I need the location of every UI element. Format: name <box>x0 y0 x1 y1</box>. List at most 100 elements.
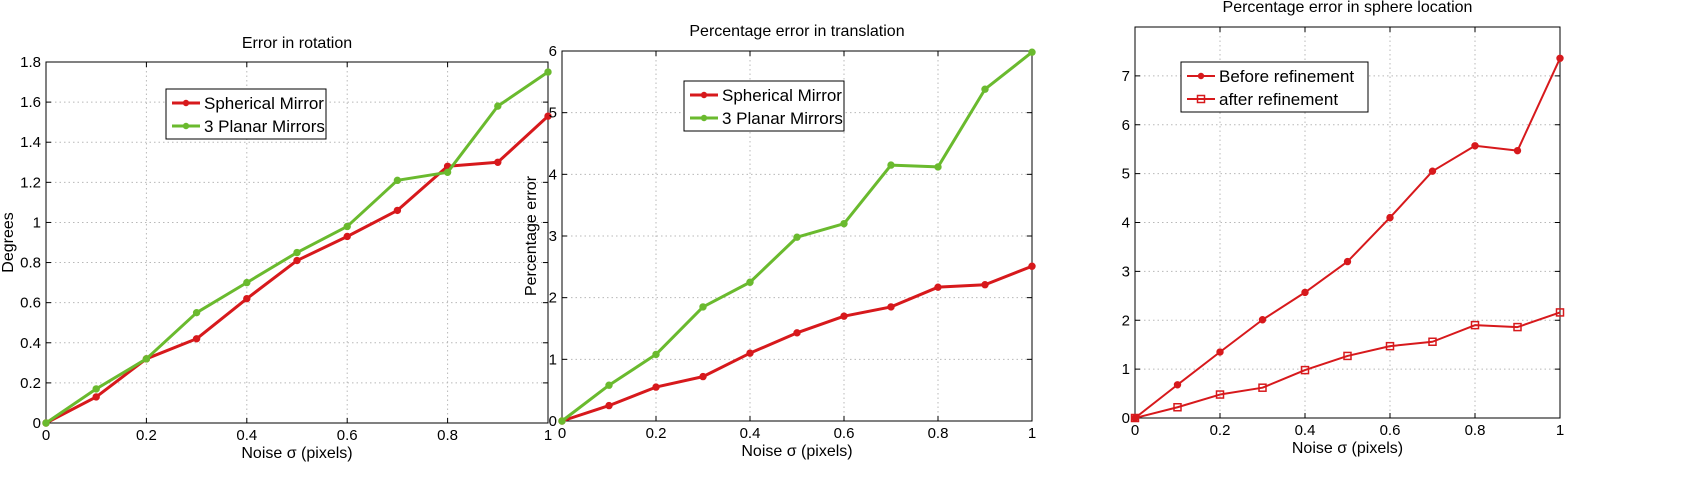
data-point <box>494 102 502 110</box>
legend-box <box>165 88 327 140</box>
chart-title: Percentage error in sphere location <box>1223 0 1473 16</box>
series-1 <box>558 48 1036 425</box>
x-tick-label: 0.6 <box>337 427 358 444</box>
y-tick-label: 0 <box>1122 410 1130 427</box>
data-point <box>1215 390 1225 399</box>
legend-box <box>683 80 845 132</box>
legend-box <box>1180 61 1369 113</box>
y-tick-label: 7 <box>1122 68 1130 85</box>
x-tick-label: 0.2 <box>646 425 667 442</box>
data-point <box>1301 288 1309 297</box>
data-point <box>1471 142 1479 150</box>
data-point <box>1343 351 1352 361</box>
series-1 <box>42 68 552 427</box>
data-point <box>1428 337 1437 347</box>
data-point <box>1130 413 1140 423</box>
y-tick-label: 6 <box>549 43 557 60</box>
data-point <box>840 219 848 228</box>
x-tick-label: 1 <box>544 427 552 444</box>
y-tick-label: 3 <box>549 228 557 245</box>
data-point <box>243 294 251 303</box>
data-point <box>1300 365 1310 375</box>
data-point <box>92 393 100 401</box>
data-point <box>243 278 251 287</box>
data-point <box>1216 348 1224 356</box>
data-point <box>293 248 301 257</box>
plot-frame <box>45 61 549 424</box>
x-tick-label: 0.8 <box>1465 422 1486 439</box>
data-point <box>192 308 201 317</box>
y-tick-label: 2 <box>549 290 557 307</box>
x-tick-label: 1 <box>1556 422 1564 439</box>
data-point <box>605 401 613 410</box>
data-point <box>793 233 801 241</box>
x-tick-label: 0 <box>1131 422 1139 439</box>
x-tick-label: 0.8 <box>928 425 949 442</box>
chart-title: Error in rotation <box>242 35 352 52</box>
data-point <box>652 350 660 359</box>
legend-swatch-marker <box>1197 72 1205 80</box>
data-point <box>746 278 754 286</box>
data-point <box>746 349 754 357</box>
data-point <box>1470 320 1480 330</box>
data-point <box>393 206 402 215</box>
x-tick-label: 0.6 <box>834 425 855 442</box>
x-axis-label: Noise σ (pixels) <box>741 443 852 460</box>
data-point <box>1556 54 1564 62</box>
x-axis-label: Noise σ (pixels) <box>241 445 352 462</box>
data-point <box>1258 316 1267 324</box>
data-point <box>699 372 707 381</box>
y-tick-label: 1.4 <box>20 134 41 151</box>
y-tick-label: 6 <box>1122 117 1130 134</box>
data-point <box>293 256 301 265</box>
y-tick-label: 0.8 <box>20 255 41 272</box>
y-tick-label: 1 <box>33 214 41 231</box>
y-tick-label: 0.6 <box>20 295 41 312</box>
data-point <box>1028 48 1036 56</box>
legend-swatch-marker <box>182 99 190 107</box>
data-point <box>42 419 50 427</box>
legend: Before refinement after refinement <box>1180 61 1369 113</box>
series-line <box>561 264 1033 423</box>
legend-entry-label: after refinement <box>1219 90 1338 109</box>
series-line <box>1134 311 1561 419</box>
data-point <box>1386 213 1394 222</box>
data-point <box>1173 402 1182 412</box>
data-point <box>1173 381 1182 389</box>
data-point <box>443 168 452 177</box>
data-point <box>1385 341 1395 351</box>
chart-percentage-error-in-sphere-location: 0 0.2 0.4 0.6 0.8 1 0 1 2 3 4 5 6 7 Percentage error i… <box>1122 0 1707 502</box>
data-point <box>1513 322 1522 332</box>
legend-entry-label: 3 Planar Mirrors <box>722 109 843 128</box>
legend-entry-label: 3 Planar Mirrors <box>204 117 325 136</box>
y-tick-label: 2 <box>1122 312 1130 329</box>
grid-lines <box>46 62 548 423</box>
data-point <box>1343 257 1352 266</box>
data-point <box>393 176 402 185</box>
grid-lines <box>562 51 1032 421</box>
data-point <box>793 329 801 337</box>
y-axis-label: Degrees <box>0 212 17 272</box>
chart-title: Percentage error in translation <box>689 23 904 40</box>
y-tick-label: 1 <box>549 351 557 368</box>
legend-entry-label: Before refinement <box>1219 67 1354 86</box>
data-point <box>343 222 351 231</box>
data-point <box>544 112 552 120</box>
data-point <box>1028 262 1036 270</box>
y-tick-label: 1.2 <box>20 174 41 191</box>
data-point <box>343 232 351 241</box>
data-point <box>558 417 566 425</box>
data-point <box>1428 167 1437 175</box>
y-tick-label: 4 <box>1122 215 1130 232</box>
legend-entry-label: Spherical Mirror <box>204 94 324 113</box>
x-tick-label: 0.8 <box>437 427 458 444</box>
y-tick-label: 4 <box>549 166 557 183</box>
data-point <box>1258 383 1267 392</box>
data-point <box>92 385 100 393</box>
data-point <box>142 355 151 363</box>
x-tick-label: 0.2 <box>136 427 157 444</box>
legend-swatch-marker <box>1196 94 1206 104</box>
data-point <box>544 68 552 76</box>
y-tick-label: 5 <box>1122 166 1130 183</box>
